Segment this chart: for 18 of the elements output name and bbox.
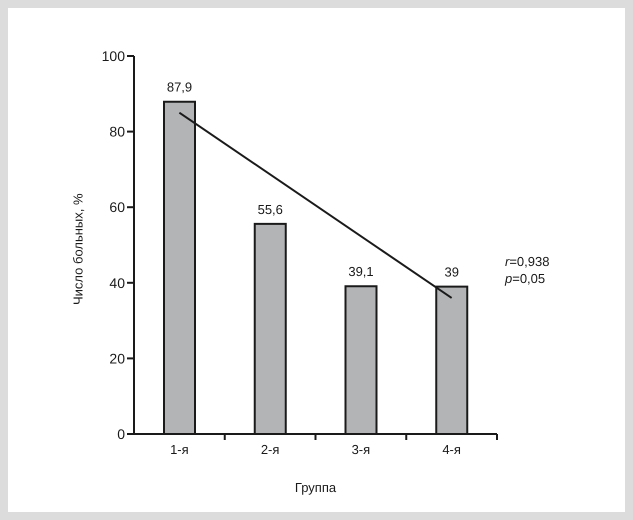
y-tick-label: 0: [117, 426, 126, 442]
data-label: 87,9: [166, 80, 192, 95]
data-label: 55,6: [258, 202, 283, 217]
x-axis-title: Группа: [294, 480, 337, 495]
text: p=0,05: [505, 271, 546, 286]
x-tick-label: 2-я: [260, 442, 280, 457]
y-tick-label: 60: [109, 199, 126, 216]
y-tick-label: 20: [109, 350, 126, 366]
data-label: 39: [444, 264, 459, 280]
y-tick-label: 100: [102, 48, 126, 64]
x-tick-label: 3-я: [352, 442, 370, 457]
y-axis-title: Число больных, %: [70, 193, 86, 305]
x-tick-label: 1-я: [170, 442, 189, 457]
x-tick-label: 4-я: [442, 442, 461, 457]
y-tick-label: 80: [109, 124, 126, 140]
data-label: 39,1: [348, 264, 374, 280]
text: r=0,938: [505, 254, 550, 269]
y-tick-label: 40: [109, 274, 126, 291]
